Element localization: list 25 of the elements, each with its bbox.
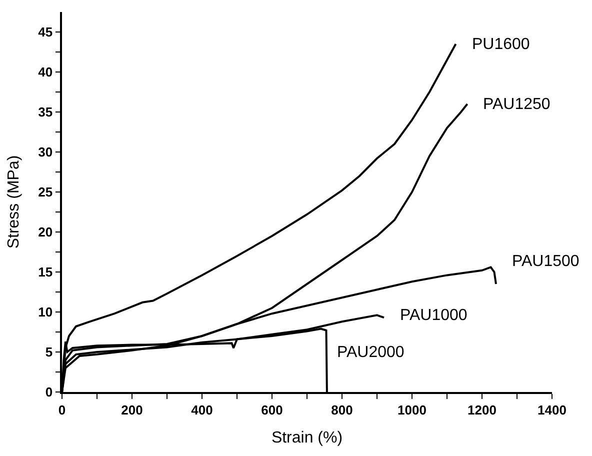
y-tick-label: 10 [38, 304, 53, 320]
y-tick-label: 5 [45, 344, 53, 360]
series-label: PAU1250 [483, 96, 550, 113]
series-label: PAU1500 [512, 253, 580, 270]
series-label: PAU1000 [400, 307, 468, 324]
x-tick-label: 1000 [398, 402, 426, 418]
x-tick-label: 0 [58, 402, 66, 418]
y-tick-label: 40 [38, 64, 53, 80]
x-tick-label: 1200 [468, 402, 496, 418]
y-tick-label: 20 [38, 224, 53, 240]
x-tick-label: 800 [331, 402, 353, 418]
y-tick-label: 0 [45, 384, 53, 400]
y-tick-label: 15 [38, 264, 53, 280]
series-label: PAU2000 [337, 344, 404, 361]
x-tick-label: 400 [191, 402, 213, 418]
series-label: PU1600 [472, 36, 530, 53]
y-tick-label: 45 [38, 24, 53, 40]
x-tick-label: 1400 [538, 402, 566, 418]
y-tick-label: 35 [38, 104, 53, 120]
y-tick-label: 25 [38, 184, 53, 200]
x-axis-title: Strain (%) [271, 430, 343, 447]
y-axis-title: Stress (MPa) [6, 155, 23, 249]
x-tick-label: 200 [121, 402, 143, 418]
x-tick-label: 600 [261, 402, 283, 418]
y-tick-label: 30 [38, 144, 53, 160]
